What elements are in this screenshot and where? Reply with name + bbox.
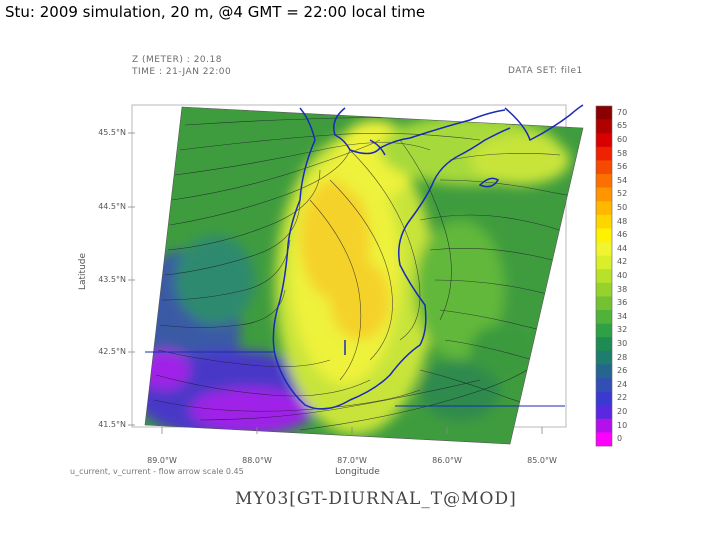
colorbar-label: 40 [617, 271, 628, 280]
colorbar-label: 46 [617, 230, 628, 240]
colorbar-swatch [596, 364, 612, 379]
x-tick-label: 89.0°W [147, 456, 177, 465]
colorbar-swatch [596, 133, 612, 148]
colorbar-label: 54 [617, 175, 628, 185]
colorbar-swatch [596, 228, 612, 243]
x-tick-label: 86.0°W [432, 456, 462, 465]
colorbar-swatch [596, 242, 612, 256]
colorbar-label: 22 [617, 393, 628, 403]
colorbar-swatch [596, 160, 612, 175]
colorbar-label: 42 [617, 257, 628, 267]
time-header: TIME : 21-JAN 22:00 [132, 67, 232, 77]
colorbar-swatch [596, 337, 612, 352]
colorbar-swatch [596, 378, 612, 392]
colorbar-swatch [596, 418, 612, 433]
axis-ticks [128, 132, 543, 434]
colorbar-label: 24 [617, 379, 628, 389]
colorbar-swatch [596, 201, 612, 216]
colorbar-label: 48 [617, 216, 628, 226]
colorbar-swatch [596, 310, 612, 324]
colorbar-swatch [596, 350, 612, 365]
slide-title: Stu: 2009 simulation, 20 m, @4 GMT = 22:… [5, 3, 426, 21]
colorbar-swatch [596, 119, 612, 134]
colorbar-label: 0 [617, 434, 623, 444]
colorbar-swatch [596, 296, 612, 311]
colorbar-label: 10 [617, 420, 628, 430]
colorbar-swatch [596, 255, 612, 270]
x-axis-label: Longitude [335, 467, 380, 477]
colorbar-label: 28 [617, 352, 628, 362]
colorbar-swatch [596, 269, 612, 284]
z-level-header: Z (METER) : 20.18 [132, 55, 222, 65]
colorbar-label: 34 [617, 311, 628, 321]
colorbar-label: 20 [617, 407, 628, 416]
colorbar-label: 58 [617, 148, 628, 158]
y-tick-label: 43.5°N [98, 275, 126, 284]
y-tick-label: 42.5°N [98, 347, 126, 356]
temperature-field [145, 107, 583, 444]
plot-bottom-title: MY03[GT-DIURNAL_T@MOD] [235, 489, 517, 509]
colorbar-swatch [596, 146, 612, 161]
colorbar-label: 36 [617, 298, 628, 308]
colorbar-label: 60 [617, 135, 628, 144]
colorbar-swatch [596, 214, 612, 229]
colorbar-label: 30 [617, 339, 628, 348]
x-tick-label: 85.0°W [527, 456, 557, 465]
y-tick-label: 41.5°N [98, 420, 126, 429]
colorbar-swatch [596, 391, 612, 406]
state-border [145, 351, 565, 407]
colorbar-swatch [596, 174, 612, 188]
colorbar-swatch [596, 432, 612, 447]
colorbar-label: 44 [617, 243, 628, 253]
x-tick-label: 87.0°W [337, 456, 367, 465]
domain-outline [144, 106, 584, 445]
y-axis-label: Latitude [78, 252, 88, 290]
colorbar-swatch [596, 405, 612, 420]
coastline [272, 104, 584, 410]
dataset-header: DATA SET: file1 [508, 66, 583, 76]
x-tick-label: 88.0°W [242, 456, 272, 465]
colorbar-swatch [596, 187, 612, 202]
y-tick-label: 44.5°N [98, 202, 126, 211]
vector-scale-note: u_current, v_current - flow arrow scale … [70, 467, 244, 476]
colorbar-label: 32 [617, 325, 628, 335]
colorbar-label: 26 [617, 366, 628, 376]
colorbar-frame [595, 105, 613, 447]
colorbar-swatch [596, 282, 612, 297]
colorbar-label: 38 [617, 284, 628, 294]
colorbar-label: 52 [617, 189, 628, 199]
y-tick-label: 45.5°N [98, 128, 126, 137]
flow-streamlines [153, 117, 582, 431]
colorbar-swatch [596, 323, 612, 338]
colorbar-label: 56 [617, 162, 628, 172]
colorbar [595, 105, 613, 447]
colorbar-swatch [596, 106, 612, 120]
colorbar-label: 70 [617, 107, 628, 117]
colorbar-label: 65 [617, 121, 628, 131]
colorbar-label: 50 [617, 203, 628, 212]
